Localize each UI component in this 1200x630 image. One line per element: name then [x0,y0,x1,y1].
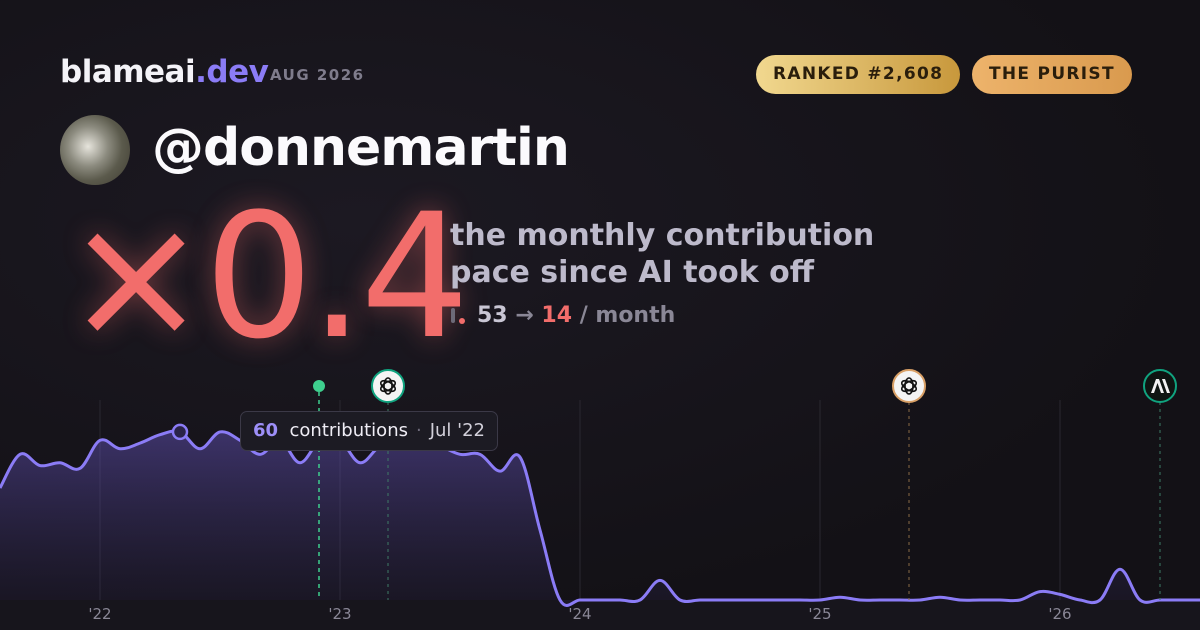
persona-badge: THE PURIST [972,55,1132,94]
avatar [60,115,130,185]
openai-icon [892,369,926,403]
tooltip-value: 60 [253,420,279,441]
period: AUG 2026 [270,66,365,84]
x-tick-label: '26 [1048,605,1071,623]
x-tick-label: '22 [88,605,111,623]
arrow: → [515,303,534,328]
tooltip-separator: · [415,420,422,441]
hover-point [171,423,189,441]
axis-band [0,600,1200,630]
tooltip: 60 contributions · Jul '22 [240,411,499,451]
unit: / month [579,303,676,328]
openai-icon [371,369,405,403]
brand: blameai.dev [60,54,269,90]
brand-tld: .dev [195,54,269,90]
description-line: pace since AI took off [450,255,815,290]
anthropic-icon [1143,369,1177,403]
line [0,429,1200,607]
pace-stats: 53 → 14 / month [450,303,675,328]
area-fill [0,431,1200,606]
x-tick-label: '25 [808,605,831,623]
description-line: the monthly contribution [450,218,875,253]
before-value: 53 [477,303,508,328]
x-tick-label: '24 [568,605,591,623]
handle: @donnemartin [152,118,570,178]
tooltip-label: contributions [289,420,408,441]
pace-icon [450,307,468,325]
event-dot [313,380,325,392]
multiplier: ×0.4 [64,176,470,377]
after-value: 14 [541,303,573,328]
brand-name: blameai [60,54,196,90]
event-markers [313,369,1177,600]
x-tick-label: '23 [328,605,351,623]
rank-badge: RANKED #2,608 [756,55,961,94]
tooltip-date: Jul '22 [429,420,486,441]
